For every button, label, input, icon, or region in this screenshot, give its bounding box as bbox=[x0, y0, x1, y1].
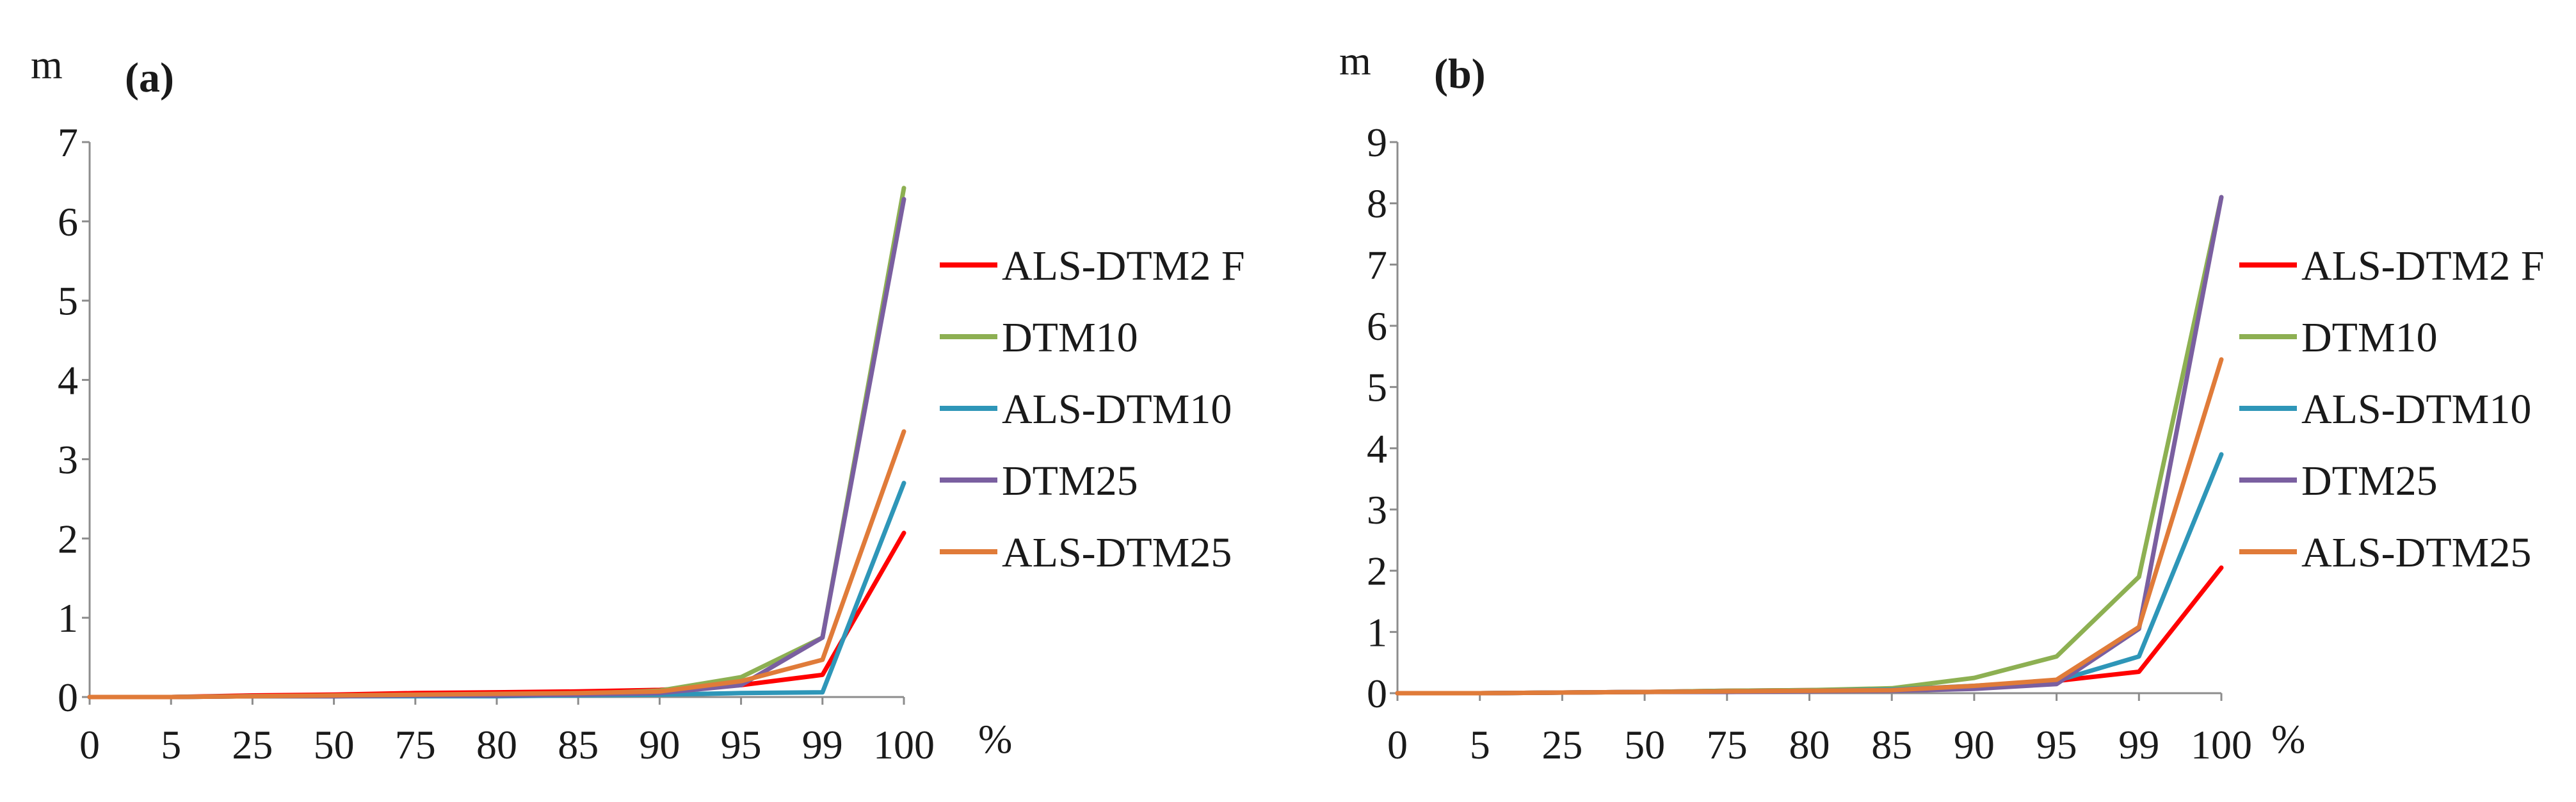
x-tick-label: 80 bbox=[476, 722, 517, 767]
y-tick-label: 7 bbox=[58, 120, 78, 165]
series-line-dtm10 bbox=[1395, 195, 2224, 696]
x-tick-label: 25 bbox=[232, 722, 273, 767]
y-tick-label: 9 bbox=[1367, 120, 1387, 165]
y-tick-label: 1 bbox=[58, 595, 78, 641]
legend-label: DTM25 bbox=[2301, 458, 2438, 504]
y-tick-label: 5 bbox=[58, 278, 78, 324]
x-tick-label: 5 bbox=[161, 722, 181, 767]
y-unit-label: m bbox=[1339, 38, 1371, 83]
series-line-dtm10 bbox=[87, 186, 906, 700]
x-tick-label: 85 bbox=[1871, 722, 1912, 767]
x-tick-label: 75 bbox=[395, 722, 436, 767]
y-tick-label: 3 bbox=[58, 437, 78, 482]
x-tick-label: 100 bbox=[873, 722, 935, 767]
legend-label: DTM25 bbox=[1002, 458, 1138, 504]
y-tick-label: 0 bbox=[1367, 671, 1387, 716]
legend: ALS-DTM2 F DTM10 ALS-DTM10 DTM25 ALS-DTM25 bbox=[940, 243, 1245, 576]
x-tick-label: 75 bbox=[1707, 722, 1748, 767]
x-tick-label: 95 bbox=[721, 722, 762, 767]
legend-label: DTM10 bbox=[1002, 314, 1138, 361]
legend-label: ALS-DTM2 F bbox=[2301, 243, 2545, 289]
y-tick-label: 5 bbox=[1367, 365, 1387, 410]
x-tick-label: 5 bbox=[1470, 722, 1490, 767]
x-tick-label: 85 bbox=[558, 722, 599, 767]
legend-label: ALS-DTM25 bbox=[1002, 529, 1232, 576]
legend-label: ALS-DTM10 bbox=[2301, 386, 2531, 433]
legend-label: ALS-DTM25 bbox=[2301, 529, 2531, 576]
panel-label: (b) bbox=[1434, 51, 1486, 97]
y-tick-label: 2 bbox=[58, 516, 78, 561]
y-tick-label: 6 bbox=[1367, 303, 1387, 349]
y-tick-label: 1 bbox=[1367, 609, 1387, 655]
series-line-als-dtm10 bbox=[87, 481, 906, 700]
series-line-als-dtm2-f bbox=[1395, 565, 2224, 696]
x-tick-label: 90 bbox=[639, 722, 680, 767]
y-tick-label: 2 bbox=[1367, 549, 1387, 594]
legend: ALS-DTM2 F DTM10 ALS-DTM10 DTM25 ALS-DTM25 bbox=[2239, 243, 2545, 576]
legend-label: DTM10 bbox=[2301, 314, 2438, 361]
series-line-als-dtm25 bbox=[87, 429, 906, 700]
y-tick-label: 0 bbox=[58, 675, 78, 720]
x-tick-label: 0 bbox=[79, 722, 100, 767]
x-tick-label: 99 bbox=[2118, 722, 2159, 767]
y-unit-label: m bbox=[31, 42, 63, 87]
panel-label: (a) bbox=[125, 54, 174, 101]
y-tick-label: 4 bbox=[58, 358, 78, 403]
legend-label: ALS-DTM2 F bbox=[1002, 243, 1245, 289]
x-tick-label: 25 bbox=[1542, 722, 1582, 767]
x-tick-label: 50 bbox=[314, 722, 355, 767]
x-tick-label: 100 bbox=[2191, 722, 2252, 767]
y-tick-label: 6 bbox=[58, 199, 78, 245]
x-tick-label: 0 bbox=[1387, 722, 1408, 767]
legend-label: ALS-DTM10 bbox=[1002, 386, 1232, 433]
y-tick-label: 7 bbox=[1367, 242, 1387, 287]
y-tick-label: 4 bbox=[1367, 426, 1387, 471]
y-tick-label: 8 bbox=[1367, 181, 1387, 227]
y-tick-label: 3 bbox=[1367, 487, 1387, 533]
x-unit-label: % bbox=[2271, 716, 2305, 762]
series-line-als-dtm25 bbox=[1395, 357, 2224, 696]
x-tick-label: 95 bbox=[2036, 722, 2077, 767]
series-line-dtm25 bbox=[87, 196, 906, 700]
chart-panel-a: 0 1 2 3 4 5 6 7 0 5 25 50 75 80 85 90 95 99 100 m% (a) ALS-DT… bbox=[31, 42, 1245, 767]
x-unit-label: % bbox=[978, 716, 1012, 762]
x-tick-label: 90 bbox=[1954, 722, 1995, 767]
x-tick-label: 80 bbox=[1789, 722, 1830, 767]
x-tick-label: 50 bbox=[1624, 722, 1665, 767]
x-tick-label: 99 bbox=[802, 722, 843, 767]
